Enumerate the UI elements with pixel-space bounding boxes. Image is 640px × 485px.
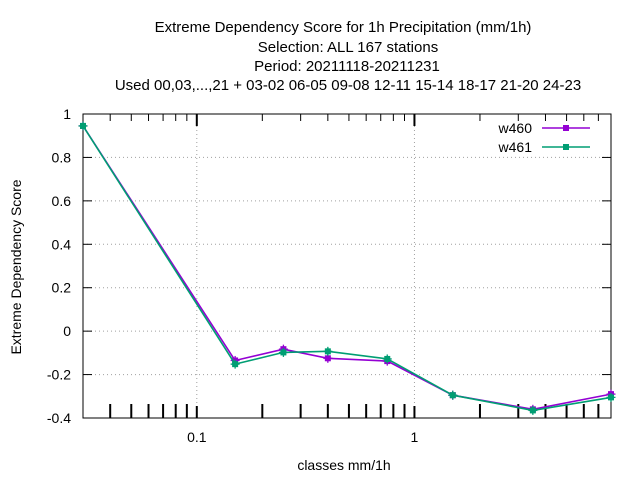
x-tick-label: 1 [411,429,419,445]
x-axis-label: classes mm/1h [297,457,390,473]
y-tick-label: 0.4 [52,236,72,252]
legend-marker-w460 [563,125,569,131]
grid [83,114,611,418]
series [78,121,616,415]
axes: 1 0.8 0.6 0.4 0.2 0 -0.2 -0.4 0.1 1 [47,106,612,445]
y-axis-label: Extreme Dependency Score [8,179,24,354]
plot-border [82,113,612,419]
y-tick-label: 0.6 [52,193,72,209]
y-tick-label: 1 [63,106,71,122]
y-tick-label: 0 [63,323,71,339]
y-tick-label: 0.8 [52,149,72,165]
title-line-3: Period: 20211118-20211231 [254,58,440,75]
chart-title: Extreme Dependency Score for 1h Precipit… [115,19,581,94]
title-line-4: Used 00,03,...,21 + 03-02 06-05 09-08 12… [115,77,581,94]
legend-marker-w461 [563,144,569,150]
title-line-1: Extreme Dependency Score for 1h Precipit… [155,19,532,36]
y-tick-label: 0.2 [52,280,72,296]
title-line-2: Selection: ALL 167 stations [258,39,438,56]
y-tick-label: -0.4 [47,410,71,426]
x-tick-label: 0.1 [187,429,207,445]
legend-label-w461: w461 [498,139,533,155]
y-tick-label: -0.2 [47,367,71,383]
legend: w460 w461 [498,120,590,155]
series-line-w460 [82,125,612,411]
series-line-w461 [82,125,612,412]
legend-label-w460: w460 [498,120,533,136]
